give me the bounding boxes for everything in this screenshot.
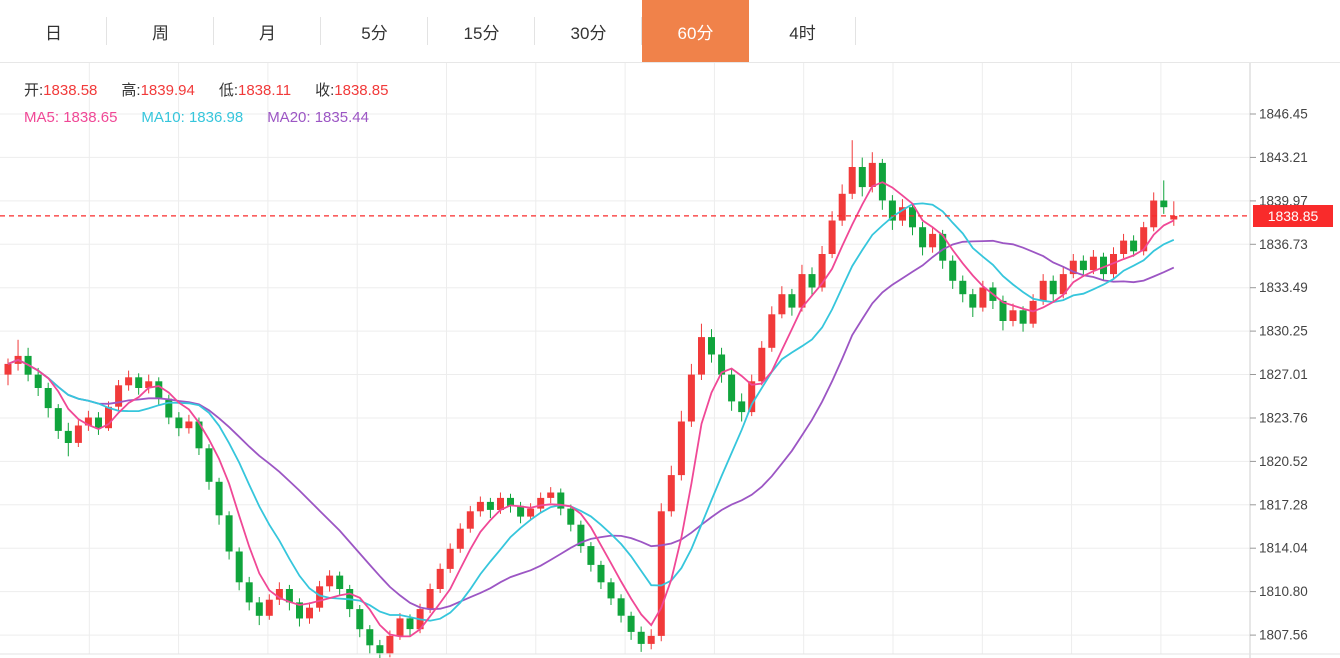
timeframe-tab-1[interactable]: 日: [0, 0, 107, 62]
timeframe-tab-7[interactable]: 60分: [642, 0, 749, 62]
ma5-line: [7, 181, 1175, 638]
ma20-line: [7, 239, 1175, 611]
y-axis-label: 1820.52: [1259, 454, 1308, 469]
timeframe-tab-8[interactable]: 4时: [749, 0, 856, 62]
y-axis-label: 1810.80: [1259, 584, 1308, 599]
timeframe-tabbar: 日周月 5分 15分 30分 60分 4时: [0, 0, 1340, 63]
y-axis-label: 1807.56: [1259, 628, 1308, 643]
y-axis-label: 1823.76: [1259, 411, 1308, 426]
y-axis-label: 1839.97: [1259, 193, 1308, 208]
candlestick-chart[interactable]: 1846.45 1843.21 1839.97 1836.73 1833.49 1830.…: [0, 63, 1340, 658]
y-axis-label: 1817.28: [1259, 497, 1308, 512]
timeframe-tab-4[interactable]: 5分: [321, 0, 428, 62]
y-axis-labels: 1846.45 1843.21 1839.97 1836.73 1833.49 1830.…: [1250, 107, 1308, 643]
ma10-line: [7, 202, 1175, 622]
timeframe-tab-3[interactable]: 月: [214, 0, 321, 62]
y-axis-label: 1827.01: [1259, 367, 1308, 382]
y-axis-label: 1830.25: [1259, 324, 1308, 339]
grid: [0, 63, 1250, 654]
y-axis-label: 1814.04: [1259, 541, 1308, 556]
current-price-tag: 1838.85: [1253, 205, 1333, 227]
timeframe-tab-2[interactable]: 周: [107, 0, 214, 62]
timeframe-tab-6[interactable]: 30分: [535, 0, 642, 62]
y-axis-label: 1833.49: [1259, 280, 1308, 295]
chart-area: 1846.45 1843.21 1839.97 1836.73 1833.49 1830.…: [0, 63, 1340, 658]
y-axis-label: 1836.73: [1259, 237, 1308, 252]
y-axis-label: 1843.21: [1259, 150, 1308, 165]
y-axis-label: 1846.45: [1259, 107, 1308, 122]
timeframe-tab-5[interactable]: 15分: [428, 0, 535, 62]
candlestick-series: [4, 140, 1178, 658]
